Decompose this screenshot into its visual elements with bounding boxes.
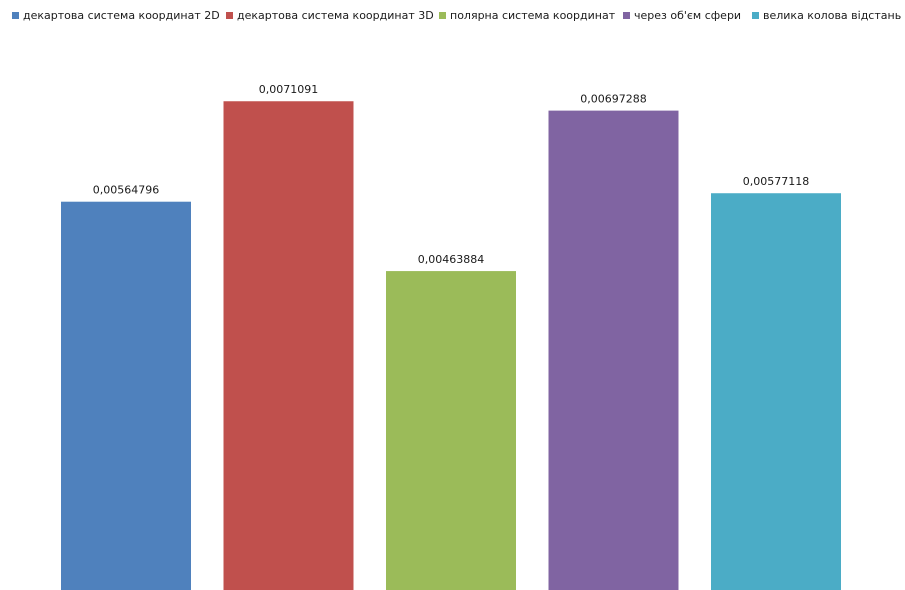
legend-item-sphere-volume: через об'єм сфери xyxy=(623,7,741,23)
legend-item-cartesian-3d: декартова система координат 3D xyxy=(226,7,434,23)
legend-item-polar: полярна система координат xyxy=(439,7,615,23)
data-label-2: 0,0071091 xyxy=(259,83,319,96)
data-label-5: 0,00577118 xyxy=(743,175,809,188)
legend-swatch-icon xyxy=(623,11,630,19)
chart-legend: декартова система координат 2D декартова… xyxy=(0,0,905,30)
data-label-1: 0,00564796 xyxy=(93,184,159,197)
bar-2 xyxy=(223,101,354,590)
legend-label: декартова система координат 2D xyxy=(23,8,220,22)
data-label-4: 0,00697288 xyxy=(580,93,646,106)
legend-item-cartesian-2d: декартова система координат 2D xyxy=(12,7,220,23)
data-label-3: 0,00463884 xyxy=(418,253,484,266)
bar-3 xyxy=(386,271,516,590)
legend-label: велика колова відстань xyxy=(763,8,902,22)
bar-4 xyxy=(548,110,679,590)
bar-1 xyxy=(61,201,191,590)
legend-label: полярна система координат xyxy=(450,8,616,22)
legend-swatch-icon xyxy=(226,11,233,19)
legend-swatch-icon xyxy=(12,11,19,19)
bar-5 xyxy=(711,193,841,590)
legend-swatch-icon xyxy=(439,11,446,19)
legend-label: декартова система координат 3D xyxy=(237,8,434,22)
legend-item-great-circle: велика колова відстань xyxy=(752,7,901,23)
legend-label: через об'єм сфери xyxy=(634,8,742,22)
legend-swatch-icon xyxy=(752,11,759,19)
